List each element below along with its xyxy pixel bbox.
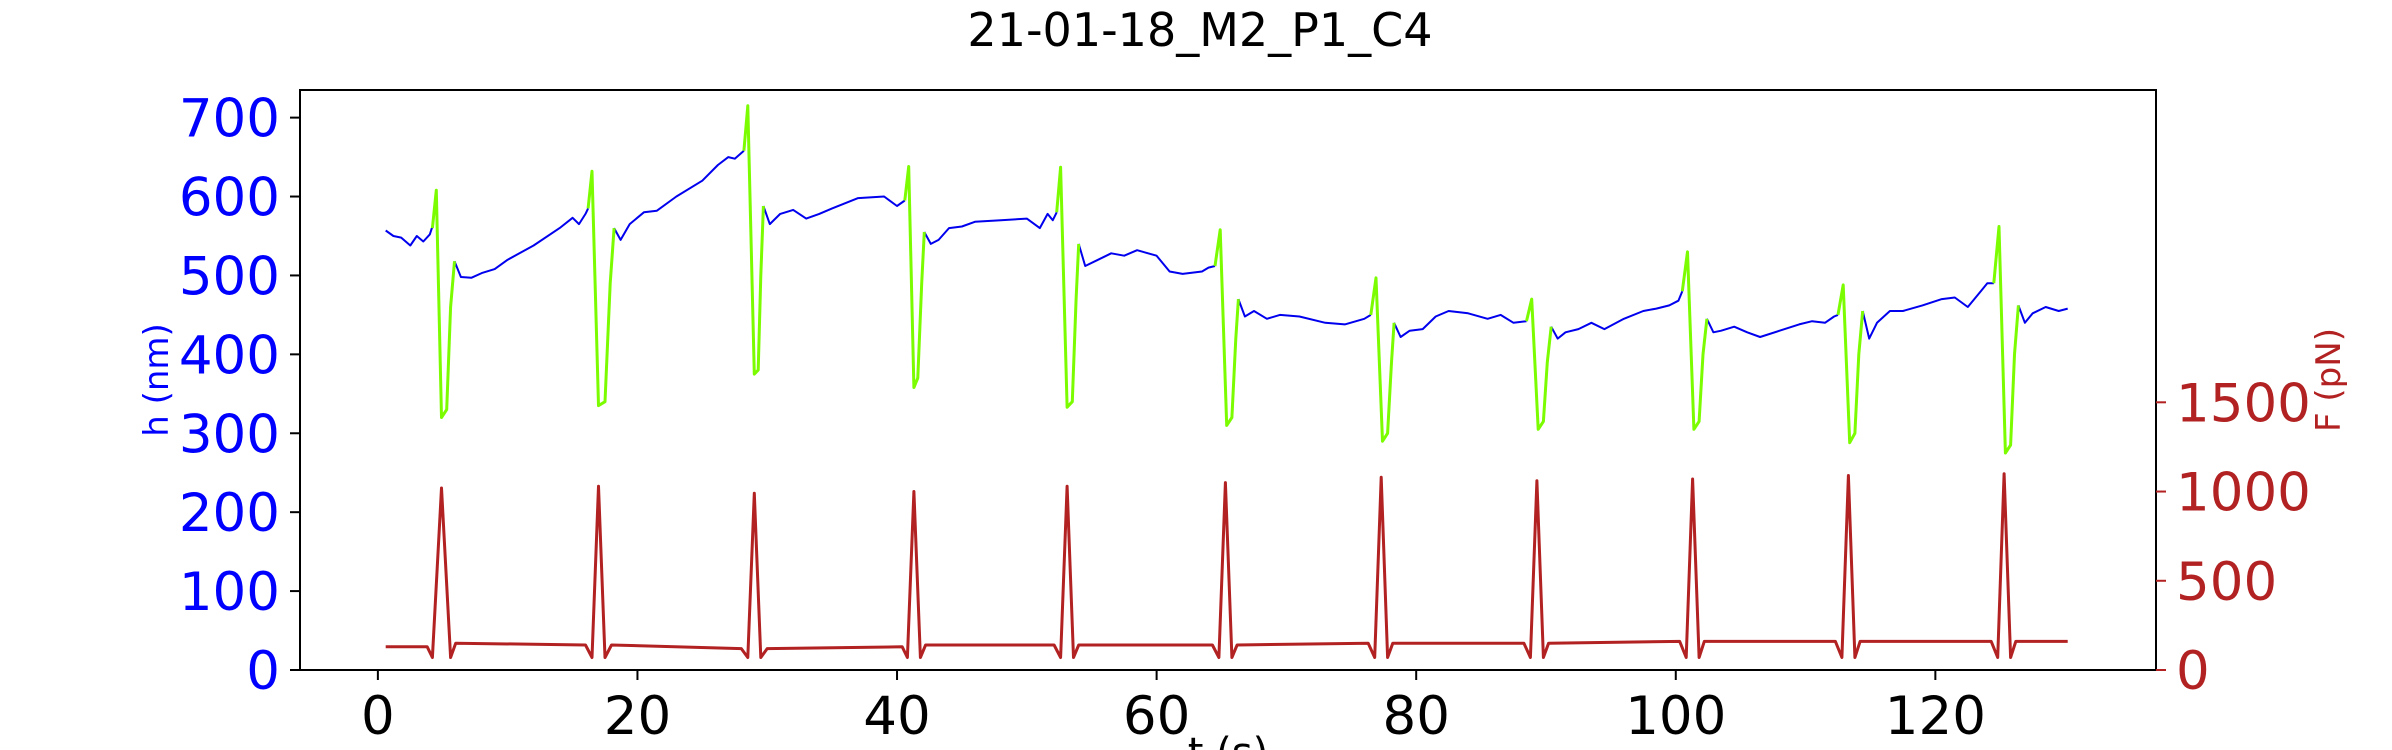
series-line-6 <box>1237 298 1372 326</box>
series-line-21 <box>1836 283 1865 445</box>
series-line-10 <box>1861 282 1994 340</box>
y-left-tick-label: 500 <box>179 246 280 307</box>
series-line-20 <box>1680 250 1709 431</box>
series-line-15 <box>903 165 926 389</box>
series-line-13 <box>586 169 616 408</box>
series-line-18 <box>1369 276 1396 443</box>
y-left-tick-label: 600 <box>179 168 280 229</box>
series-line-5 <box>1077 243 1216 275</box>
series-line-4 <box>923 211 1058 245</box>
y-axis-label-left: h (nm) <box>137 323 177 437</box>
y-left-tick-label: 400 <box>179 325 280 386</box>
series-line-7 <box>1393 310 1527 338</box>
x-tick-label: 40 <box>863 686 930 747</box>
y-left-tick-label: 300 <box>179 404 280 465</box>
plot-frame <box>299 89 2157 671</box>
y-left-tick-label: 0 <box>246 641 280 702</box>
series-line-11 <box>2017 305 2068 324</box>
series-line-8 <box>1550 290 1684 340</box>
y-left-tick-label: 100 <box>179 562 280 623</box>
x-tick-label: 120 <box>1885 686 1986 747</box>
y-axis-left: 0 100 200 300 400 500 600 700 <box>179 89 300 702</box>
series-line-19 <box>1525 297 1553 431</box>
plot-lines <box>385 104 2068 659</box>
x-tick-label: 0 <box>361 686 395 747</box>
series-line-3 <box>762 195 906 226</box>
x-axis-label: t (s) <box>1188 730 1268 750</box>
x-tick-label: 100 <box>1625 686 1726 747</box>
series-line-2 <box>613 150 745 241</box>
y-left-tick-label: 200 <box>179 483 280 544</box>
chart-title: 21-01-18_M2_P1_C4 <box>967 3 1432 57</box>
y-right-tick-label: 1500 <box>2176 373 2311 434</box>
x-tick-label: 80 <box>1382 686 1449 747</box>
series-line-23 <box>385 472 2068 659</box>
series-line-1 <box>453 207 590 279</box>
x-tick-label: 20 <box>604 686 671 747</box>
y-axis-right: 0 500 1000 1500 <box>2156 373 2311 702</box>
series-line-9 <box>1705 313 1839 338</box>
x-axis: 0 20 40 60 80 100 120 <box>361 670 1986 747</box>
y-right-tick-label: 0 <box>2176 641 2210 702</box>
series-line-17 <box>1213 228 1240 427</box>
y-right-tick-label: 1000 <box>2176 463 2311 524</box>
x-tick-label: 60 <box>1123 686 1190 747</box>
y-left-tick-label: 700 <box>179 89 280 150</box>
y-right-tick-label: 500 <box>2176 552 2277 613</box>
series-line-22 <box>1992 225 2020 455</box>
series-line-0 <box>385 226 434 247</box>
series-line-16 <box>1055 165 1081 409</box>
series-line-14 <box>742 104 765 376</box>
y-axis-label-right: F (pN) <box>2309 328 2349 432</box>
series-line-12 <box>430 188 456 419</box>
